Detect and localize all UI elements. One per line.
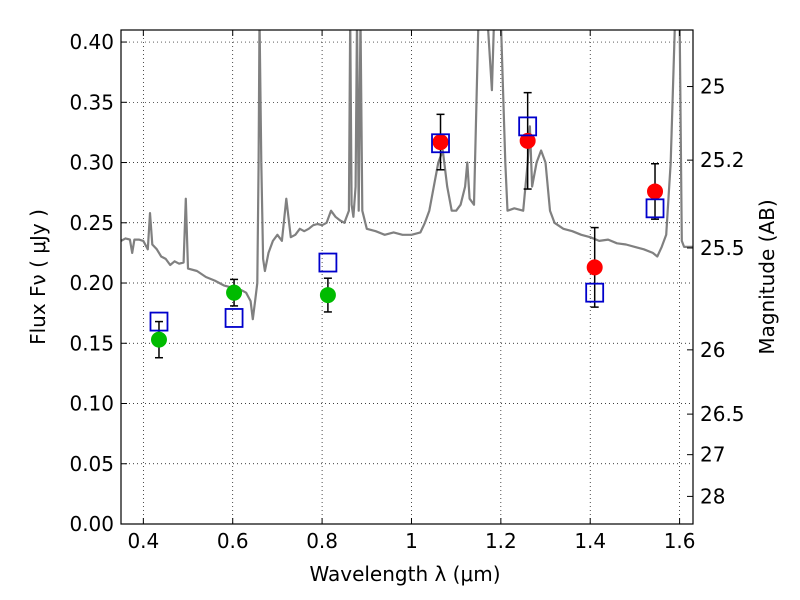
data-point-red — [586, 259, 603, 276]
x-tick-label: 0.4 — [127, 529, 159, 553]
x-tick-label: 0.8 — [306, 529, 338, 553]
data-point-green — [319, 287, 336, 304]
x-tick-label: 1 — [405, 529, 418, 553]
plot-area — [121, 30, 693, 359]
x-tick-label: 1.2 — [485, 529, 517, 553]
model-point-square — [318, 252, 338, 273]
plot-frame — [120, 29, 694, 525]
y2-tick-label: 25 — [700, 75, 725, 99]
data-point-red — [519, 132, 536, 149]
y2-axis-label: Magnitude (AB) — [755, 199, 779, 354]
y-tick-label: 0.35 — [69, 90, 114, 114]
data-point-red — [647, 183, 664, 200]
y-axis-label: Flux Fν ( μJy ) — [26, 209, 50, 345]
spectrum-line — [121, 30, 693, 321]
y2-tick-label: 26.5 — [700, 402, 745, 426]
y-tick-label: 0.15 — [69, 331, 114, 355]
y2-tick-label: 26 — [700, 338, 725, 362]
y2-tick-label: 27 — [700, 443, 725, 467]
y2-tick-label: 28 — [700, 484, 725, 508]
y-tick-label: 0.40 — [69, 30, 114, 54]
axes: 0.4 0.6 0.8 1 1.2 1.4 1.6 0.00 0.05 0.10 0.15 0.20 0… — [69, 30, 745, 553]
model-point-square — [645, 198, 665, 219]
y-tick-label: 0.25 — [69, 211, 114, 235]
y-tick-label: 0.30 — [69, 151, 114, 175]
y-tick-label: 0.05 — [69, 452, 114, 476]
y2-tick-label: 25.5 — [700, 236, 745, 260]
x-tick-label: 1.4 — [574, 529, 606, 553]
data-point-green — [150, 331, 167, 348]
data-point-red — [432, 134, 449, 151]
model-point-square — [149, 311, 169, 332]
model-point-square — [518, 116, 538, 137]
x-tick-label: 1.6 — [664, 529, 696, 553]
y-tick-label: 0.20 — [69, 271, 114, 295]
model-point-square — [224, 308, 244, 328]
model-point-square — [431, 133, 450, 154]
x-tick-label: 0.6 — [217, 529, 249, 553]
y2-tick-label: 25.2 — [700, 148, 745, 172]
data-point-green — [226, 284, 243, 301]
model-point-square — [585, 282, 605, 303]
y-tick-label: 0.10 — [69, 392, 114, 416]
x-axis-label: Wavelength λ (μm) — [309, 562, 500, 586]
y-tick-label: 0.00 — [69, 512, 114, 536]
